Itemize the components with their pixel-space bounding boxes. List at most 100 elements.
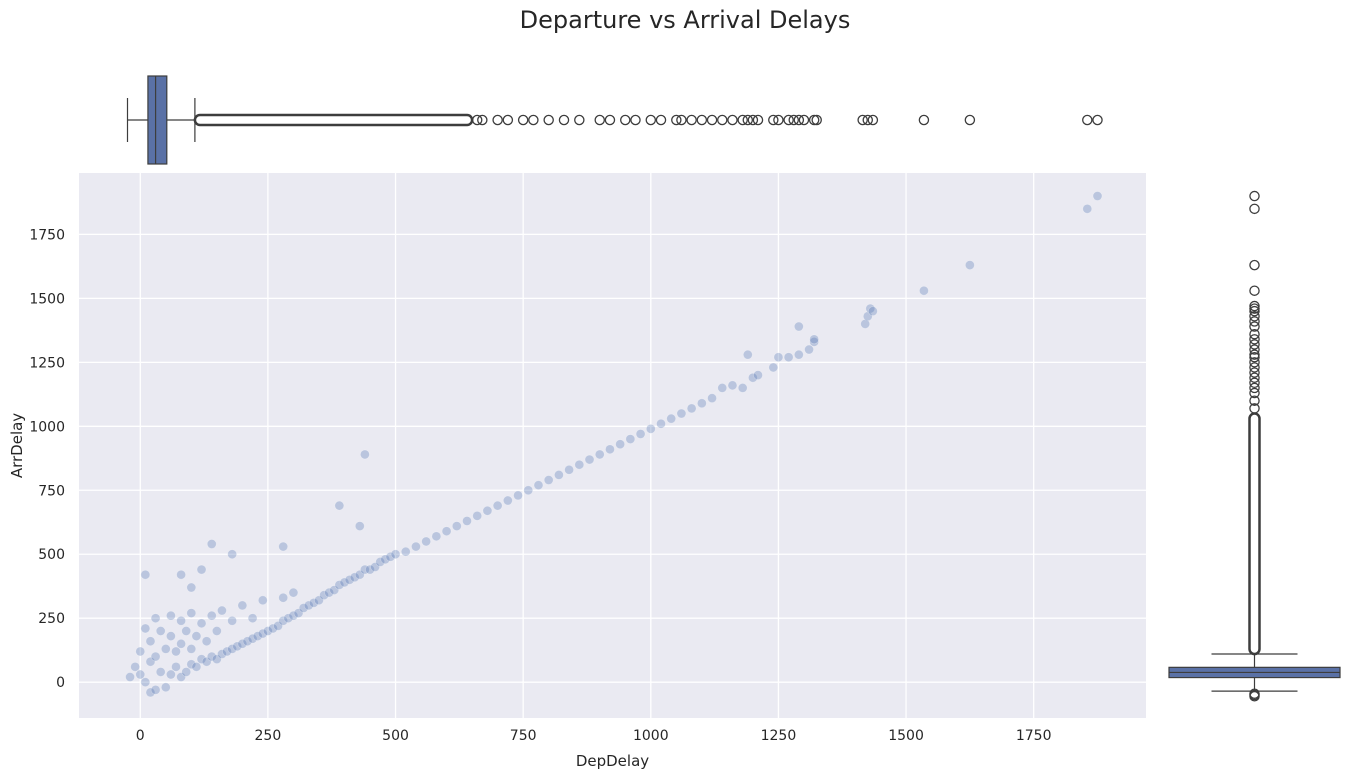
scatter-point	[252, 631, 263, 641]
right-outlier-point	[1249, 372, 1260, 383]
top-outlier-point	[1082, 114, 1093, 126]
scatter-point	[247, 613, 258, 624]
scatter-point	[278, 615, 289, 626]
scatter-point	[380, 554, 391, 565]
scatter-point	[365, 564, 375, 575]
scatter-point	[314, 595, 324, 606]
top-outlier-point	[857, 114, 868, 126]
scatter-point	[201, 656, 212, 667]
scatter-point	[278, 592, 289, 603]
right-outlier-point	[1249, 367, 1260, 378]
top-outlier-point	[752, 114, 764, 126]
right-outlier-point	[1249, 259, 1260, 271]
scatter-point	[574, 459, 585, 470]
top-outlier-point	[706, 114, 718, 126]
scatter-point	[176, 638, 186, 649]
scatter-point	[186, 659, 197, 670]
scatter-point	[212, 626, 222, 636]
scatter-point	[257, 595, 268, 606]
top-outlier-point	[768, 114, 779, 126]
right-outlier-point	[1249, 285, 1260, 296]
scatter-point	[135, 646, 146, 657]
scatter-point	[237, 600, 248, 611]
scatter-point	[247, 633, 258, 644]
scatter-point	[227, 644, 237, 654]
scatter-point	[360, 564, 370, 575]
right-outlier-point	[1249, 311, 1260, 322]
scatter-point	[166, 631, 176, 641]
scatter-point	[324, 587, 334, 598]
scatter-point	[727, 380, 738, 391]
top-outlier-point	[604, 114, 616, 126]
y-tick-label: 1750	[29, 227, 65, 243]
top-outlier-point	[808, 114, 820, 126]
scatter-point	[278, 541, 289, 552]
scatter-point	[334, 580, 345, 590]
scatter-point	[605, 444, 615, 455]
x-tick-label: 500	[382, 728, 409, 744]
scatter-point	[635, 429, 646, 439]
scatter-point	[232, 641, 243, 652]
scatter-point	[472, 511, 483, 521]
scatter-point	[125, 672, 135, 682]
top-outlier-point	[477, 114, 488, 126]
right-outlier-point	[1249, 357, 1260, 368]
right-outlier-band	[1248, 412, 1261, 656]
scatter-point	[227, 549, 237, 560]
scatter-point	[584, 454, 595, 465]
scatter-point	[773, 352, 784, 363]
x-tick-label: 250	[255, 728, 282, 744]
scatter-point	[176, 615, 186, 626]
scatter-point	[344, 575, 355, 585]
scatter-point	[865, 303, 876, 314]
scatter-point	[666, 413, 677, 424]
top-box	[147, 75, 168, 165]
scatter-point	[339, 577, 350, 588]
y-tick-label: 750	[38, 483, 65, 499]
scatter-point	[155, 626, 166, 636]
scatter-point	[794, 321, 804, 332]
y-tick-label: 250	[38, 611, 65, 627]
scatter-point	[288, 587, 299, 598]
top-outlier-point	[492, 114, 503, 126]
top-outlier-point	[558, 114, 570, 126]
scatter-point	[150, 651, 161, 662]
y-tick-label: 1000	[29, 419, 65, 435]
plot-background	[79, 173, 1146, 718]
scatter-point	[1082, 204, 1093, 214]
top-outlier-point	[574, 114, 585, 126]
scatter-point	[441, 526, 452, 537]
scatter-point	[390, 549, 401, 560]
top-outlier-point	[1092, 114, 1103, 126]
scatter-point	[860, 319, 871, 329]
scatter-point	[140, 677, 151, 687]
top-outlier-point	[747, 114, 759, 126]
figure-title: Departure vs Arrival Delays	[520, 6, 851, 34]
scatter-point	[288, 610, 299, 621]
scatter-point	[166, 669, 176, 680]
scatter-point	[676, 408, 687, 419]
scatter-point	[176, 672, 186, 682]
scatter-point	[804, 344, 814, 355]
scatter-point	[150, 613, 161, 624]
right-outlier-point	[1249, 377, 1260, 389]
grid-lines	[79, 173, 1146, 718]
top-outlier-point	[788, 114, 799, 126]
scatter-point	[181, 667, 192, 677]
right-outlier-point	[1249, 344, 1260, 355]
top-outlier-point	[543, 114, 554, 126]
scatter-point	[263, 626, 273, 636]
scatter-point	[564, 465, 574, 475]
scatter-point	[145, 687, 156, 698]
scatter-point	[794, 349, 804, 360]
scatter-point	[768, 362, 779, 373]
scatter-point	[222, 646, 232, 657]
scatter-point	[191, 662, 202, 672]
scatter-point	[237, 638, 248, 649]
top-outlier-point	[502, 114, 514, 126]
scatter-point	[206, 651, 217, 662]
y-axis-label: ArrDelay	[8, 413, 26, 478]
top-outlier-point	[964, 114, 976, 126]
scatter-point	[370, 562, 380, 572]
